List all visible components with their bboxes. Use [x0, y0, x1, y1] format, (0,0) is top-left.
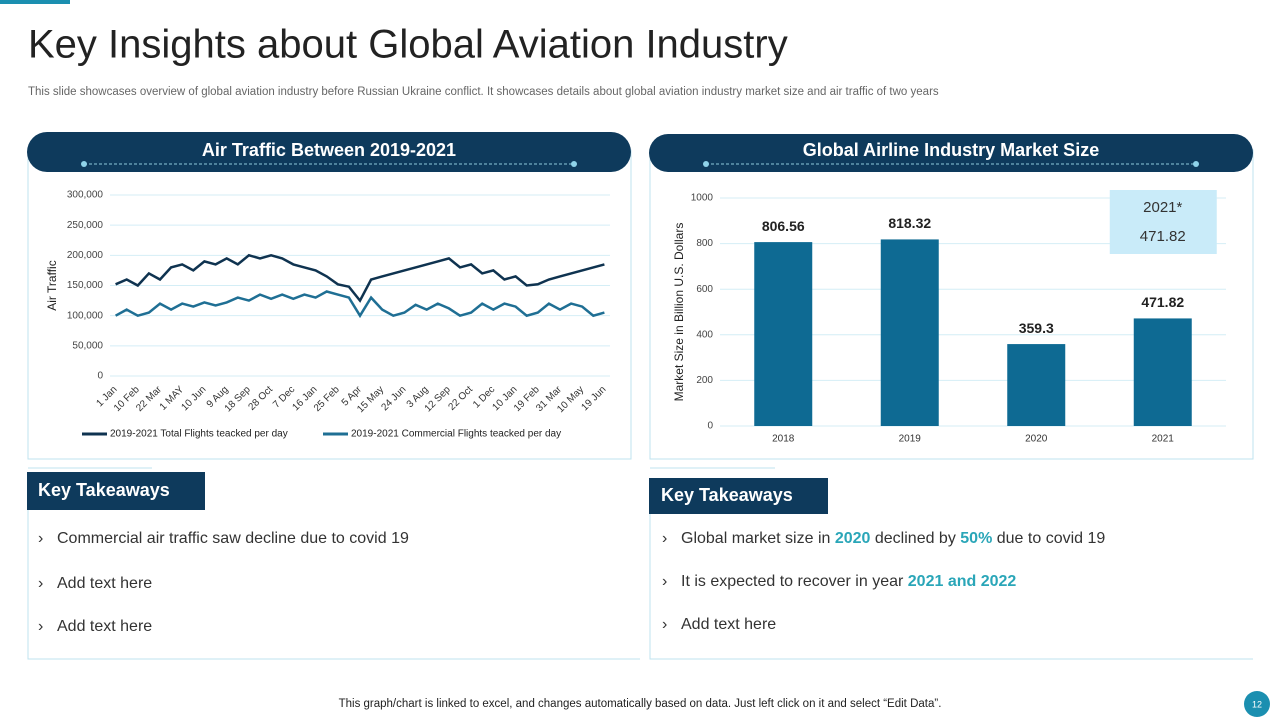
- x-tick-label: 22 Oct: [446, 384, 475, 413]
- highlight-text: 50%: [960, 530, 992, 547]
- item-text: Commercial air traffic saw decline due t…: [57, 530, 409, 547]
- header-pill: [649, 134, 1253, 172]
- x-tick-label: 22 Mar: [134, 384, 164, 414]
- takeaway-title: Key Takeaways: [38, 480, 170, 500]
- bullet-chevron: ›: [38, 618, 43, 635]
- y-tick-label: 250,000: [67, 220, 104, 231]
- x-tick-label: 2018: [772, 434, 795, 445]
- series-line: [114, 290, 605, 319]
- item-text: It is expected to recover in year: [681, 573, 908, 590]
- y-axis-label: Market Size in Billion U.S. Dollars: [672, 223, 686, 402]
- y-tick-label: 0: [97, 371, 103, 382]
- y-tick-label: 1000: [691, 193, 714, 204]
- x-tick-label: 24 Jun: [379, 384, 408, 413]
- y-tick-label: 200,000: [67, 250, 104, 261]
- takeaway-title: Key Takeaways: [661, 485, 793, 505]
- item-text: Add text here: [681, 616, 776, 633]
- footer: This graph/chart is linked to excel, and…: [339, 698, 942, 710]
- x-tick-label: 28 Oct: [246, 384, 275, 413]
- takeaway-frame: [27, 467, 1253, 660]
- y-tick-label: 800: [696, 238, 713, 249]
- highlight-text: 2020: [835, 530, 871, 547]
- x-tick-label: 19 Jun: [579, 384, 608, 413]
- item-text: due to covid 19: [992, 530, 1105, 547]
- x-tick-label: 2021: [1152, 434, 1175, 445]
- takeaway-header: [649, 478, 828, 514]
- y-tick-label: 300,000: [67, 190, 104, 201]
- x-tick-label: 25 Feb: [312, 384, 342, 414]
- value-label: 359.3: [1019, 320, 1054, 336]
- value-label: 471.82: [1141, 294, 1184, 310]
- slide-title: Key Insights about Global Aviation Indus…: [28, 23, 788, 67]
- chart-title: Air Traffic Between 2019-2021: [202, 140, 456, 160]
- bullet-chevron: ›: [38, 575, 43, 592]
- bullet-chevron: ›: [38, 530, 43, 547]
- bar: [754, 242, 813, 426]
- takeaway-item: Add text here: [681, 616, 776, 633]
- header-pill: [27, 132, 631, 172]
- page-badge: [1244, 691, 1270, 717]
- x-tick-label: 2019: [899, 434, 922, 445]
- y-tick-label: 600: [696, 284, 713, 295]
- takeaway-item: It is expected to recover in year 2021 a…: [681, 573, 1016, 590]
- bullet-chevron: ›: [662, 530, 667, 547]
- item-text: Add text here: [57, 575, 152, 592]
- item-text: declined by: [870, 530, 960, 547]
- accent-bar: [0, 0, 70, 4]
- bullet-chevron: ›: [662, 573, 667, 590]
- item-text: Global market size in: [681, 530, 835, 547]
- takeaway-item: Commercial air traffic saw decline due t…: [57, 530, 409, 547]
- y-tick-label: 50,000: [72, 340, 103, 351]
- takeaway-header: [27, 472, 205, 510]
- x-tick-label: 12 Sep: [423, 384, 453, 414]
- y-tick-label: 100,000: [67, 310, 104, 321]
- callout-value: 471.82: [1140, 228, 1186, 245]
- series-line: [115, 253, 605, 303]
- callout: [1109, 190, 1217, 254]
- y-tick-label: 150,000: [67, 280, 104, 291]
- y-axis-label: Air Traffic: [45, 260, 59, 310]
- takeaway-item: Add text here: [57, 575, 152, 592]
- x-tick-label: 10 Jun: [179, 384, 208, 413]
- takeaway-item: Add text here: [57, 618, 152, 635]
- y-tick-label: 0: [707, 421, 713, 432]
- value-label: 818.32: [888, 215, 931, 231]
- slide-subtitle: This slide showcases overview of global …: [28, 86, 939, 98]
- bar: [1133, 318, 1192, 426]
- chart-title: Global Airline Industry Market Size: [803, 140, 1099, 160]
- bullet-chevron: ›: [662, 616, 667, 633]
- takeaway-item: Global market size in 2020 declined by 5…: [681, 530, 1105, 547]
- callout-label: 2021*: [1143, 199, 1182, 216]
- bar: [880, 239, 939, 426]
- page-number: 12: [1252, 699, 1262, 709]
- bar: [1007, 344, 1066, 426]
- legend-label: 2019-2021 Total Flights teacked per day: [110, 429, 288, 440]
- value-label: 806.56: [762, 218, 805, 234]
- x-tick-label: 2020: [1025, 434, 1048, 445]
- header-dots: [81, 161, 1199, 167]
- legend-label: 2019-2021 Commercial Flights teacked per…: [351, 429, 561, 440]
- x-tick-label: 18 Sep: [223, 384, 253, 414]
- item-text: Add text here: [57, 618, 152, 635]
- y-tick-label: 400: [696, 329, 713, 340]
- highlight-text: 2021 and 2022: [908, 573, 1017, 590]
- y-tick-label: 200: [696, 375, 713, 386]
